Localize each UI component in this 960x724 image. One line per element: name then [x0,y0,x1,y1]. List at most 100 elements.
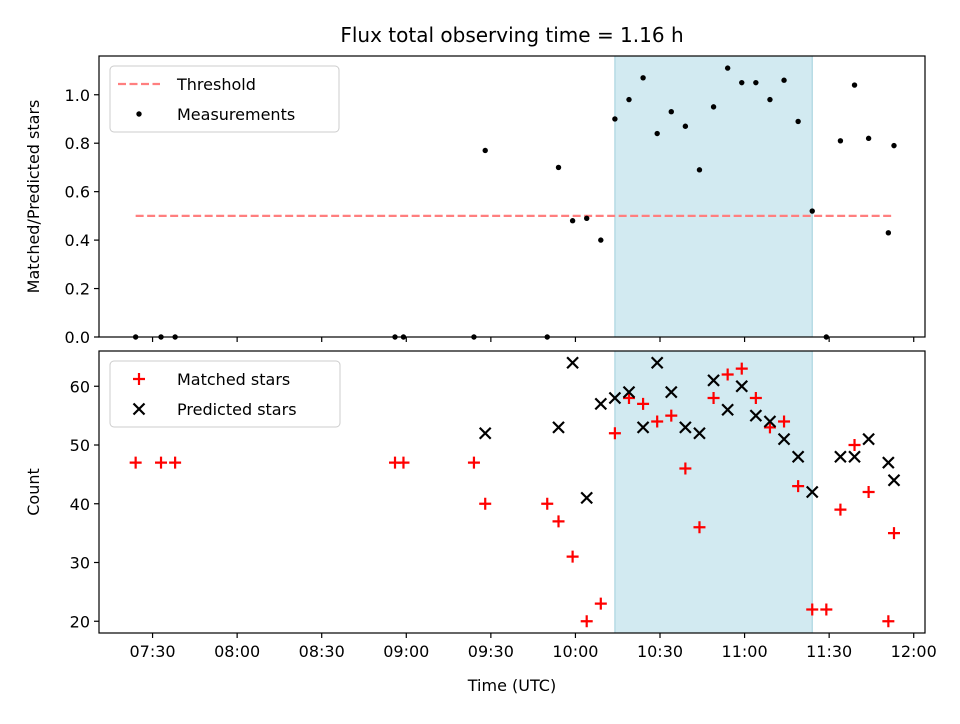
predicted-star-point [636,421,650,434]
predicted-star-point [566,356,579,370]
predicted-star-point [848,450,861,464]
measurement-point [626,96,632,103]
predicted-star-point [721,403,734,417]
measurement-point [809,208,815,214]
y-tick-label: 0.4 [65,231,90,250]
x-tick-label: 08:00 [214,642,260,661]
predicted-star-point [882,456,895,469]
matched-star-point [169,456,182,469]
x-axis-label: Time (UTC) [467,676,556,695]
predicted-star-point [650,356,664,370]
predicted-star-point [862,432,875,446]
matched-star-point [763,421,776,434]
predicted-star-point [735,379,749,393]
matched-star-point [541,497,554,510]
predicted-star-point [665,385,678,399]
predicted-star-point [707,374,720,387]
predicted-star-point [887,473,901,487]
predicted-star-point [791,450,805,464]
matched-star-point [155,456,168,469]
matched-star-point [566,550,579,563]
measurement-point [598,237,604,243]
top-y-axis-label: Matched/Predicted stars [24,100,43,294]
matched-star-point [622,392,635,404]
x-tick-label: 11:30 [806,642,852,661]
predicted-star-point [693,426,706,440]
measurement-point [482,147,488,154]
bottom-series-plus [129,362,900,628]
measurement-point [640,75,646,81]
matched-star-point [834,503,847,516]
predicted-star-point [478,426,492,440]
legend-entry-label: Measurements [177,105,295,124]
predicted-star-point [580,491,593,505]
top-axes-frame [98,55,926,338]
matched-star-point [806,603,819,616]
legend-dot-swatch [136,111,142,117]
legend-box [109,65,340,133]
legend-box [109,360,341,428]
measurement-point [837,138,844,144]
measurement-point [851,82,858,88]
legend-plus-swatch [133,373,145,385]
predicted-star-point [679,421,692,434]
matched-star-point [707,392,720,404]
predicted-star-point [777,432,791,446]
matched-star-point [479,497,492,510]
matched-star-point [665,409,678,422]
x-tick-label: 10:30 [637,642,683,661]
matched-star-point [848,439,861,451]
y-tick-label: 20 [70,612,90,631]
x-tick-label: 09:00 [383,642,429,661]
y-tick-label: 60 [70,377,90,396]
matched-star-point [552,515,565,528]
legend-entry-label: Matched stars [177,370,290,389]
bottom-panel: 07:30 08:00 08:30 09:00 09:30 10:00 10:30 11:00… [24,350,937,661]
measurement-point [654,130,660,137]
matched-star-point [397,456,410,469]
matched-star-point [129,456,142,469]
measurement-point [710,104,717,110]
predicted-star-point [552,421,565,434]
x-tick-label: 10:00 [552,642,598,661]
measurement-point [724,65,731,71]
x-tick-label: 12:00 [891,642,937,661]
matched-star-point [693,521,706,534]
y-tick-label: 0.8 [65,134,90,153]
measurement-point [612,116,618,122]
y-tick-label: 0.0 [65,328,90,347]
legend-x-swatch [132,402,146,416]
measurement-point [555,164,562,171]
figure-title: Flux total observing time = 1.16 h [340,23,683,47]
predicted-star-point [805,485,819,499]
measurement-point [668,109,674,115]
top-legend: Threshold Measurements [109,65,340,133]
y-tick-label: 1.0 [65,86,90,105]
x-tick-label: 09:30 [468,642,514,661]
matched-star-point [749,392,762,404]
measurement-point [569,218,576,224]
x-tick-label: 07:30 [130,642,176,661]
measurement-point [739,79,745,86]
predicted-star-point [608,391,622,405]
x-tick-label: 11:00 [722,642,768,661]
legend-entry-label: Threshold [176,75,256,94]
y-tick-label: 50 [70,436,90,455]
matched-star-point [721,368,734,381]
measurement-point [696,167,703,173]
matched-star-point [862,486,875,498]
matched-star-point [887,527,900,540]
matched-star-point [608,427,621,440]
bottom-axes-frame [98,350,926,634]
measurement-point [865,135,872,142]
matched-star-point [580,615,593,628]
matched-star-point [882,615,895,628]
y-tick-label: 0.2 [65,280,90,299]
bottom-legend: Matched stars Predicted stars [109,360,341,428]
predicted-star-point [622,385,636,399]
predicted-star-point [834,450,847,464]
bottom-y-axis-label: Count [24,468,43,516]
matched-star-point [778,415,791,428]
bottom-series-x [478,356,901,505]
